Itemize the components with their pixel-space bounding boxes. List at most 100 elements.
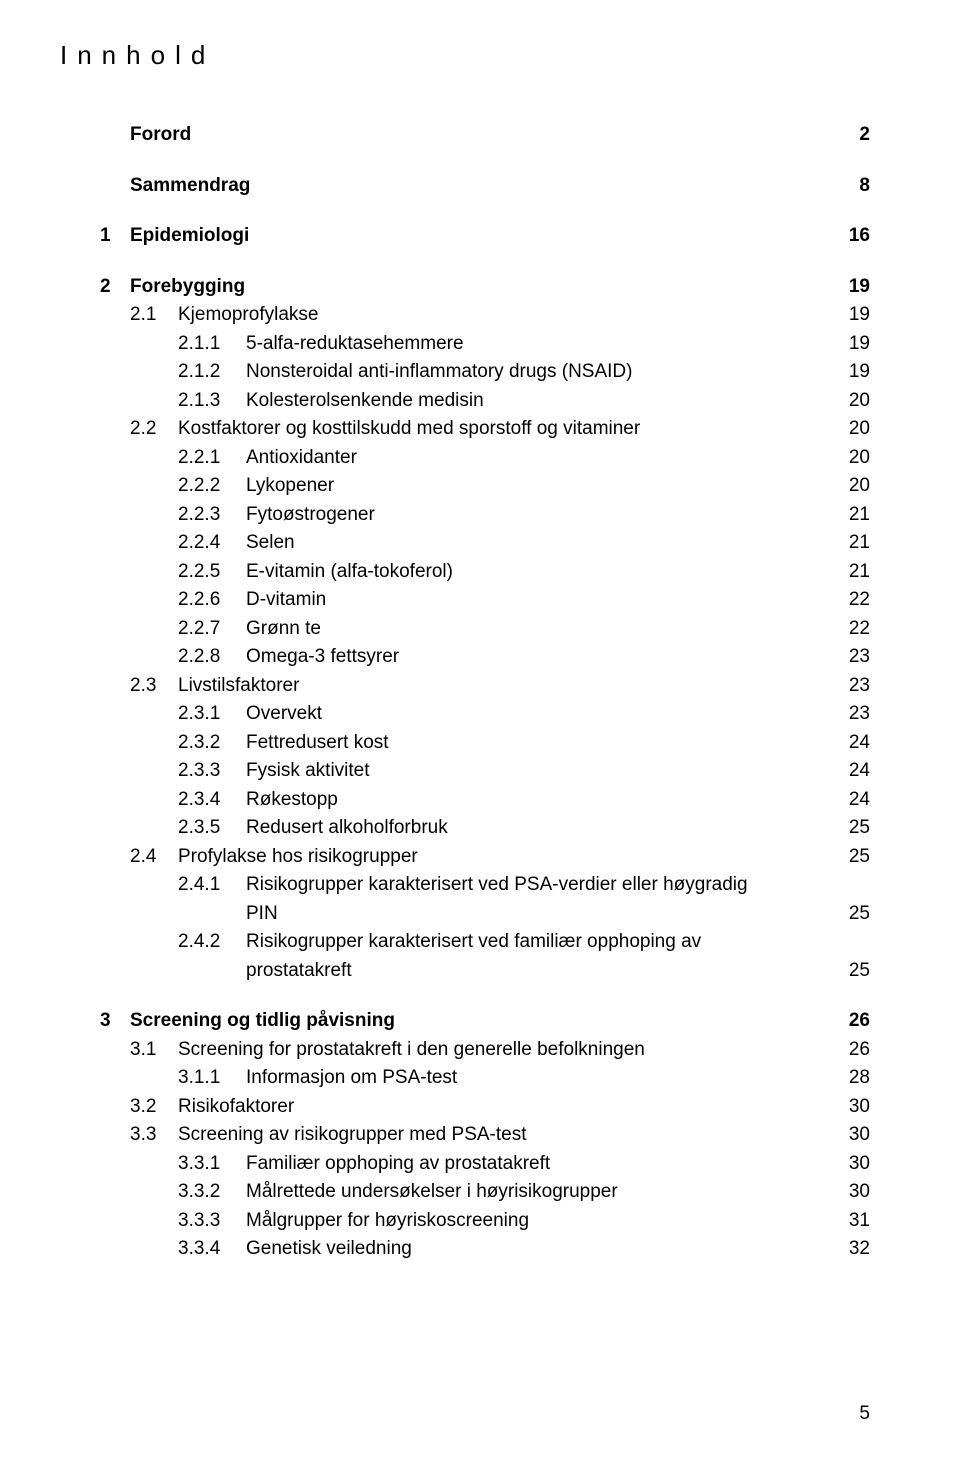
toc-entry-2-1-2: 2.1.2 Nonsteroidal anti-inflammatory dru…: [130, 358, 870, 387]
toc-page: 24: [840, 786, 870, 815]
toc-label: Informasjon om PSA-test: [246, 1064, 840, 1093]
toc-label: Familiær opphoping av prostatakreft: [246, 1150, 840, 1179]
toc-entry-3-3-4: 3.3.4 Genetisk veiledning 32: [130, 1235, 870, 1264]
toc-num: 3.2: [130, 1093, 178, 1122]
toc-page: 30: [840, 1093, 870, 1122]
toc-num: 2.2: [130, 415, 178, 444]
toc-page: 22: [840, 586, 870, 615]
toc-section-3: 3 Screening og tidlig påvisning 26 3.1 S…: [130, 1007, 870, 1264]
toc-label: Fettredusert kost: [246, 729, 840, 758]
toc-entry-2-4-2-line1: 2.4.2 Risikogrupper karakterisert ved fa…: [130, 928, 870, 957]
toc-page: 25: [840, 900, 870, 929]
toc-page: 21: [840, 558, 870, 587]
toc-page: 30: [840, 1178, 870, 1207]
toc-label: 5-alfa-reduktasehemmere: [246, 330, 840, 359]
toc-entry-2-1: 2.1 Kjemoprofylakse 19: [130, 301, 870, 330]
toc-label: Røkestopp: [246, 786, 840, 815]
toc-entry-2-2-5: 2.2.5 E-vitamin (alfa-tokoferol) 21: [130, 558, 870, 587]
toc-label: Epidemiologi: [130, 222, 840, 251]
toc-label: Fytoøstrogener: [246, 501, 840, 530]
toc-page: 16: [840, 222, 870, 251]
toc-page: 25: [840, 957, 870, 986]
toc-entry-2-4-1-line2: PIN 25: [130, 900, 870, 929]
toc-entry-2-2-4: 2.2.4 Selen 21: [130, 529, 870, 558]
toc-label: Lykopener: [246, 472, 840, 501]
toc-num: 2.2.7: [178, 615, 246, 644]
table-of-contents: Forord 2 Sammendrag 8 1 Epidemiologi 16 …: [130, 121, 870, 1264]
toc-num: 2.2.5: [178, 558, 246, 587]
toc-page: 28: [840, 1064, 870, 1093]
toc-num: 2.1.1: [178, 330, 246, 359]
toc-entry-2-2-3: 2.2.3 Fytoøstrogener 21: [130, 501, 870, 530]
toc-page: 24: [840, 757, 870, 786]
toc-num: 3.3: [130, 1121, 178, 1150]
toc-label: Screening av risikogrupper med PSA-test: [178, 1121, 840, 1150]
toc-entry-forord: Forord 2: [130, 121, 870, 150]
toc-page: 23: [840, 700, 870, 729]
toc-label: Screening og tidlig påvisning: [130, 1007, 840, 1036]
toc-entry-2: 2 Forebygging 19: [100, 273, 870, 302]
toc-entry-sammendrag: Sammendrag 8: [130, 172, 870, 201]
toc-entry-2-1-1: 2.1.1 5-alfa-reduktasehemmere 19: [130, 330, 870, 359]
toc-num: 2.4.1: [178, 871, 246, 900]
toc-entry-2-3-4: 2.3.4 Røkestopp 24: [130, 786, 870, 815]
toc-num: 1: [100, 222, 130, 251]
toc-label: Profylakse hos risikogrupper: [178, 843, 840, 872]
toc-label: Kolesterolsenkende medisin: [246, 387, 840, 416]
toc-label: Risikogrupper karakterisert ved familiær…: [246, 928, 870, 957]
toc-label: prostatakreft: [246, 957, 840, 986]
toc-label: E-vitamin (alfa-tokoferol): [246, 558, 840, 587]
toc-entry-3-1: 3.1 Screening for prostatakreft i den ge…: [130, 1036, 870, 1065]
toc-entry-2-3: 2.3 Livstilsfaktorer 23: [130, 672, 870, 701]
toc-label: Kostfaktorer og kosttilskudd med sporsto…: [178, 415, 840, 444]
toc-entry-2-1-3: 2.1.3 Kolesterolsenkende medisin 20: [130, 387, 870, 416]
toc-entry-3: 3 Screening og tidlig påvisning 26: [100, 1007, 870, 1036]
toc-num: 3.3.4: [178, 1235, 246, 1264]
toc-label: Livstilsfaktorer: [178, 672, 840, 701]
toc-page: 20: [840, 444, 870, 473]
toc-page: 8: [840, 172, 870, 201]
toc-entry-2-4-2-line2: prostatakreft 25: [130, 957, 870, 986]
toc-label: Redusert alkoholforbruk: [246, 814, 840, 843]
toc-num: 3.1.1: [178, 1064, 246, 1093]
toc-page: 26: [840, 1007, 870, 1036]
toc-page: 26: [840, 1036, 870, 1065]
toc-entry-3-3: 3.3 Screening av risikogrupper med PSA-t…: [130, 1121, 870, 1150]
toc-label: Nonsteroidal anti-inflammatory drugs (NS…: [246, 358, 840, 387]
toc-page: 24: [840, 729, 870, 758]
toc-page: 19: [840, 358, 870, 387]
toc-entry-2-3-1: 2.3.1 Overvekt 23: [130, 700, 870, 729]
toc-page: 19: [840, 301, 870, 330]
toc-label: Grønn te: [246, 615, 840, 644]
toc-page: 21: [840, 529, 870, 558]
toc-num: 3.3.2: [178, 1178, 246, 1207]
toc-label: Omega-3 fettsyrer: [246, 643, 840, 672]
toc-entry-2-2: 2.2 Kostfaktorer og kosttilskudd med spo…: [130, 415, 870, 444]
toc-page: 25: [840, 843, 870, 872]
toc-label: Risikogrupper karakterisert ved PSA-verd…: [246, 871, 870, 900]
toc-num: 2.4.2: [178, 928, 246, 957]
toc-entry-2-2-7: 2.2.7 Grønn te 22: [130, 615, 870, 644]
toc-page: 32: [840, 1235, 870, 1264]
page-number: 5: [859, 1403, 870, 1425]
toc-num: 2.1.3: [178, 387, 246, 416]
toc-num: 2.2.6: [178, 586, 246, 615]
toc-num: 3.3.1: [178, 1150, 246, 1179]
toc-num: 3: [100, 1007, 130, 1036]
toc-page: 2: [840, 121, 870, 150]
toc-label: Målrettede undersøkelser i høyrisikogrup…: [246, 1178, 840, 1207]
toc-entry-1: 1 Epidemiologi 16: [100, 222, 870, 251]
toc-num: 2.2.2: [178, 472, 246, 501]
toc-entry-3-2: 3.2 Risikofaktorer 30: [130, 1093, 870, 1122]
toc-label: Risikofaktorer: [178, 1093, 840, 1122]
toc-page: 22: [840, 615, 870, 644]
toc-section-1: 1 Epidemiologi 16: [130, 222, 870, 251]
toc-page: 21: [840, 501, 870, 530]
toc-entry-2-4: 2.4 Profylakse hos risikogrupper 25: [130, 843, 870, 872]
toc-num: 2.1.2: [178, 358, 246, 387]
toc-num: 2.3.5: [178, 814, 246, 843]
toc-num: 3.1: [130, 1036, 178, 1065]
toc-section-2: 2 Forebygging 19 2.1 Kjemoprofylakse 19 …: [130, 273, 870, 986]
toc-page: 20: [840, 387, 870, 416]
toc-page: 25: [840, 814, 870, 843]
